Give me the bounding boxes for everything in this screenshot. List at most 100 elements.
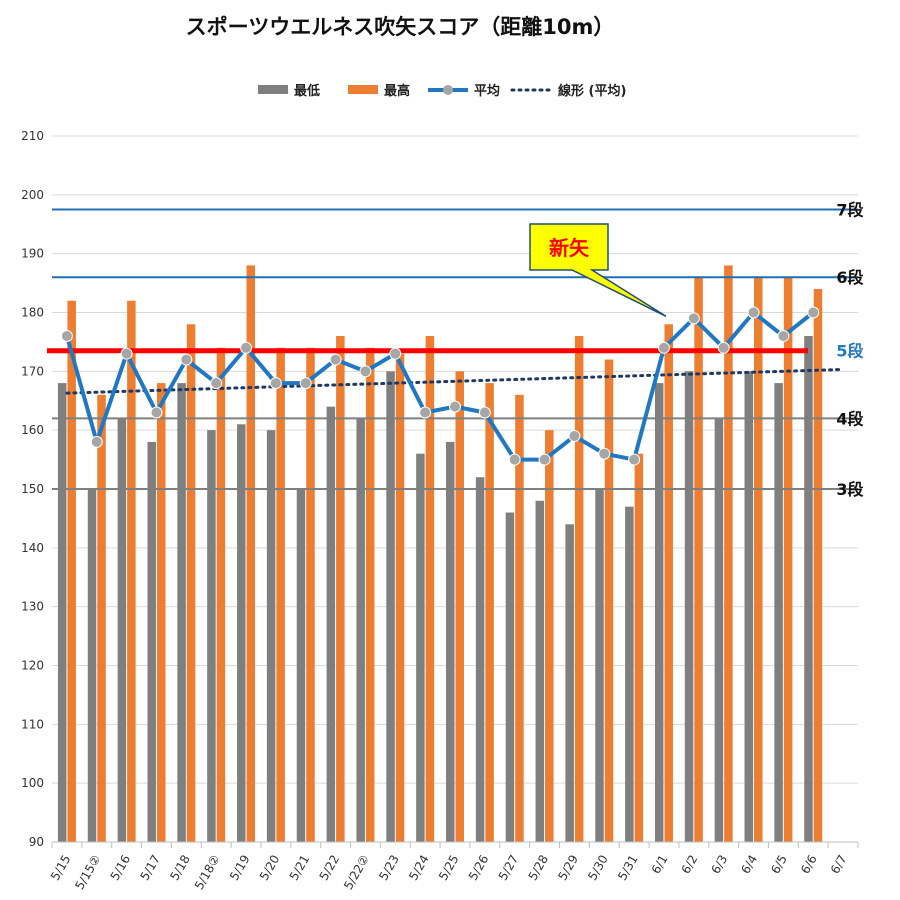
y-tick-label: 150 — [21, 482, 44, 496]
x-tick-label: 5/26 — [466, 853, 492, 883]
y-tick-label: 120 — [21, 659, 44, 673]
average-point — [180, 353, 193, 366]
trendline-path — [65, 368, 842, 395]
x-tick-label: 6/2 — [679, 853, 701, 877]
bar-min — [207, 430, 216, 842]
x-tick-label: 5/22 — [317, 853, 343, 883]
average-point — [329, 353, 342, 366]
x-tick-label: 5/15 — [48, 853, 74, 883]
x-tick-label: 5/20 — [257, 853, 283, 883]
average-point — [598, 447, 611, 460]
bar-max — [336, 336, 345, 842]
bar-max — [634, 453, 644, 842]
average-point — [210, 377, 223, 390]
y-tick-label: 140 — [21, 541, 44, 555]
average-point — [568, 430, 581, 443]
bar-max — [783, 277, 793, 842]
bar-max — [186, 324, 196, 842]
callout-text: 新矢 — [549, 236, 590, 260]
y-tick-label: 180 — [21, 306, 44, 320]
bar-min — [177, 383, 186, 842]
average-point — [478, 406, 491, 419]
x-tick-label: 5/24 — [406, 853, 432, 883]
bar-max — [67, 300, 76, 842]
bar-max — [97, 394, 106, 842]
bar-min — [326, 406, 336, 842]
x-tick-label: 5/30 — [585, 853, 611, 883]
average-point — [449, 400, 461, 413]
bar-max — [724, 265, 733, 842]
bar-min — [57, 383, 67, 842]
bar-max — [395, 353, 405, 842]
x-tick-label: 6/3 — [708, 853, 730, 877]
x-tick-label: 5/28 — [526, 853, 552, 883]
y-tick-label: 90 — [29, 835, 44, 849]
average-point — [807, 306, 820, 319]
average-point — [359, 365, 372, 378]
bar-min — [744, 371, 754, 842]
reference-label: 3段 — [836, 480, 864, 499]
average-point — [717, 341, 730, 354]
bar-max — [455, 371, 464, 842]
average-point — [90, 435, 103, 448]
bar-max — [306, 347, 315, 842]
legend-swatch — [348, 85, 378, 94]
x-tick-label: 5/25 — [436, 853, 462, 883]
y-tick-label: 190 — [21, 247, 44, 261]
bar-min — [475, 477, 485, 842]
bar-min — [535, 500, 545, 842]
trendline — [65, 368, 842, 395]
x-tick-label: 5/17 — [137, 853, 163, 883]
bar-max — [694, 277, 703, 842]
bar-min — [595, 489, 604, 842]
x-tick-label: 6/5 — [768, 853, 790, 877]
average-point — [687, 312, 700, 325]
bar-min — [237, 424, 246, 842]
average-line-path — [65, 310, 815, 462]
average-point — [299, 377, 312, 390]
bar-min — [684, 371, 694, 842]
average-point — [538, 453, 551, 466]
bar-min — [147, 441, 156, 842]
x-tick-label: 5/27 — [496, 853, 522, 883]
bar-max — [664, 324, 673, 842]
bar-max — [365, 347, 375, 842]
reference-label: 4段 — [836, 409, 864, 428]
bar-max — [813, 288, 823, 842]
y-tick-label: 170 — [21, 364, 44, 378]
bar-max — [276, 347, 285, 842]
bar-max — [754, 277, 763, 842]
average-line — [60, 306, 820, 466]
bar-max — [425, 336, 435, 842]
x-tick-label: 6/4 — [738, 853, 760, 877]
y-tick-label: 130 — [21, 600, 44, 614]
x-tick-label: 6/1 — [649, 853, 671, 877]
average-point — [269, 377, 282, 390]
legend-label: 最高 — [384, 83, 410, 99]
bar-max — [127, 300, 136, 842]
x-tick-label: 6/7 — [828, 853, 850, 877]
average-point — [657, 341, 670, 354]
annotation-callout: 新矢 — [529, 223, 667, 317]
bars — [57, 265, 823, 842]
average-point — [777, 330, 790, 343]
bar-max — [545, 430, 554, 842]
x-tick-label: 5/16 — [108, 853, 134, 883]
legend-label: 最低 — [294, 83, 320, 99]
bar-min — [804, 336, 813, 842]
bar-min — [774, 383, 783, 842]
legend-label: 線形 (平均) — [558, 83, 626, 99]
bar-max — [604, 359, 614, 842]
x-tick-label: 5/21 — [287, 853, 313, 883]
average-point — [508, 453, 521, 466]
x-tick-label: 5/23 — [376, 853, 402, 883]
y-tick-label: 100 — [21, 776, 44, 790]
bar-max — [246, 265, 256, 842]
bar-max — [485, 383, 494, 842]
y-tick-label: 110 — [21, 717, 44, 731]
bar-min — [296, 489, 306, 842]
bar-min — [117, 418, 127, 842]
legend-swatch — [258, 85, 288, 94]
